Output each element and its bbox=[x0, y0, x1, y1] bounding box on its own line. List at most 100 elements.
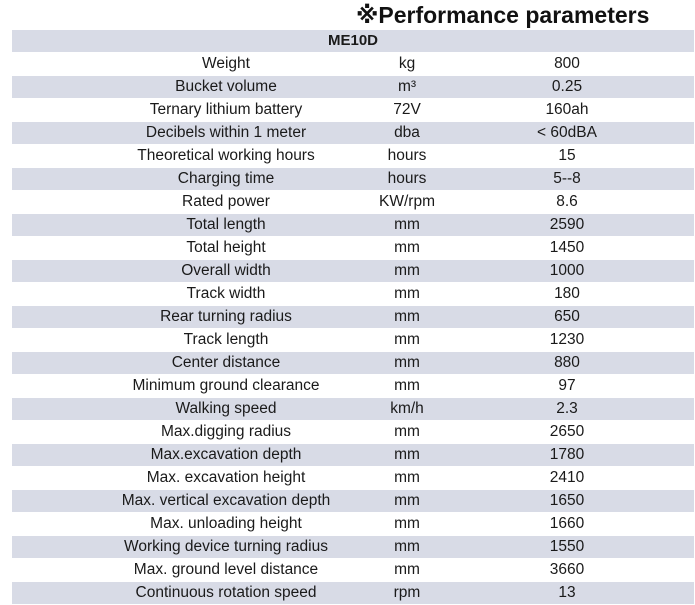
parameter-name: Max.digging radius bbox=[160, 423, 292, 440]
parameter-unit: mm bbox=[394, 423, 420, 440]
parameter-value: 97 bbox=[558, 377, 576, 394]
parameter-unit: m³ bbox=[397, 78, 417, 95]
parameter-value: 15 bbox=[558, 147, 576, 164]
table-row: Total height mm 1450 bbox=[12, 237, 694, 260]
parameter-value: 5--8 bbox=[553, 170, 581, 187]
parameter-value: 13 bbox=[558, 584, 576, 601]
parameter-name: Weight bbox=[202, 55, 250, 72]
parameter-name: Total length bbox=[186, 216, 266, 233]
table-row: Minimum ground clearance mm 97 bbox=[12, 375, 694, 398]
parameter-value: 880 bbox=[554, 354, 580, 371]
parameter-unit: mm bbox=[394, 331, 420, 348]
parameter-unit: mm bbox=[394, 538, 420, 555]
parameter-unit: mm bbox=[394, 308, 420, 325]
table-row: Bucket volume m³ 0.25 bbox=[12, 76, 694, 99]
parameter-name: Max. excavation height bbox=[146, 469, 306, 486]
parameter-value: 1650 bbox=[549, 492, 585, 509]
parameter-name: Ternary lithium battery bbox=[149, 101, 303, 118]
parameter-value: 1660 bbox=[549, 515, 585, 532]
parameter-value: 2650 bbox=[549, 423, 585, 440]
parameter-value: 1780 bbox=[549, 446, 585, 463]
parameter-value: 0.25 bbox=[551, 78, 583, 95]
parameter-unit: hours bbox=[387, 170, 427, 187]
parameter-name: Max. ground level distance bbox=[133, 561, 319, 578]
parameter-value: 1450 bbox=[549, 239, 585, 256]
parameter-value: < 60dBA bbox=[537, 124, 597, 141]
parameter-unit: kg bbox=[398, 55, 416, 72]
table-row: Continuous rotation speed rpm 13 bbox=[12, 582, 694, 605]
table-row: Decibels within 1 meter dba < 60dBA bbox=[12, 122, 694, 145]
parameter-value: 160ah bbox=[545, 101, 589, 118]
table-row: Working device turning radius mm 1550 bbox=[12, 536, 694, 559]
parameter-name: Total height bbox=[186, 239, 266, 256]
parameter-name: Max.excavation depth bbox=[150, 446, 302, 463]
parameter-unit: KW/rpm bbox=[379, 193, 435, 210]
parameter-name: Overall width bbox=[181, 262, 271, 279]
parameter-name: Rated power bbox=[182, 193, 270, 210]
parameter-name: Center distance bbox=[171, 354, 281, 371]
parameter-unit: mm bbox=[394, 492, 420, 509]
table-body: Weight kg 800 Bucket volume m³ 0.25 Ternary li… bbox=[12, 53, 694, 605]
parameter-value: 180 bbox=[554, 285, 580, 302]
parameter-value: 2590 bbox=[549, 216, 585, 233]
parameter-unit: mm bbox=[394, 285, 420, 302]
parameter-value: 800 bbox=[554, 55, 580, 72]
parameter-name: Track length bbox=[183, 331, 269, 348]
parameter-value: 3660 bbox=[549, 561, 585, 578]
parameter-name: Rear turning radius bbox=[160, 308, 292, 325]
table-row: Charging time hours 5--8 bbox=[12, 168, 694, 191]
table-row: Rear turning radius mm 650 bbox=[12, 306, 694, 329]
table-row: Max.digging radius mm 2650 bbox=[12, 421, 694, 444]
table-row: Max. unloading height mm 1660 bbox=[12, 513, 694, 536]
parameter-value: 8.6 bbox=[556, 193, 578, 210]
parameter-unit: mm bbox=[394, 377, 420, 394]
page-title: ※Performance parameters bbox=[356, 2, 650, 28]
table-row: Total length mm 2590 bbox=[12, 214, 694, 237]
table-row: Track width mm 180 bbox=[12, 283, 694, 306]
parameter-unit: 72V bbox=[393, 101, 421, 118]
parameter-unit: mm bbox=[394, 561, 420, 578]
parameter-unit: rpm bbox=[393, 584, 421, 601]
table-row: Max. vertical excavation depth mm 1650 bbox=[12, 490, 694, 513]
parameter-value: 2410 bbox=[549, 469, 585, 486]
table-row: Walking speed km/h 2.3 bbox=[12, 398, 694, 421]
parameter-unit: mm bbox=[394, 469, 420, 486]
parameter-unit: mm bbox=[394, 515, 420, 532]
table-row: Max. excavation height mm 2410 bbox=[12, 467, 694, 490]
parameter-name: Minimum ground clearance bbox=[132, 377, 320, 394]
table-row: Ternary lithium battery 72V 160ah bbox=[12, 99, 694, 122]
table-row: Max.excavation depth mm 1780 bbox=[12, 444, 694, 467]
table-row: Track length mm 1230 bbox=[12, 329, 694, 352]
table-row: Theoretical working hours hours 15 bbox=[12, 145, 694, 168]
table-row: Weight kg 800 bbox=[12, 53, 694, 76]
parameter-unit: km/h bbox=[390, 400, 424, 417]
parameter-name: Max. vertical excavation depth bbox=[121, 492, 331, 509]
parameter-value: 1000 bbox=[549, 262, 585, 279]
parameter-unit: mm bbox=[394, 354, 420, 371]
parameter-unit: mm bbox=[394, 262, 420, 279]
table-row: Overall width mm 1000 bbox=[12, 260, 694, 283]
parameter-name: Max. unloading height bbox=[150, 515, 302, 532]
parameter-value: 1230 bbox=[549, 331, 585, 348]
parameter-unit: mm bbox=[394, 216, 420, 233]
parameter-value: 2.3 bbox=[556, 400, 578, 417]
parameter-name: Continuous rotation speed bbox=[135, 584, 317, 601]
table-row: Center distance mm 880 bbox=[12, 352, 694, 375]
parameter-name: Track width bbox=[186, 285, 266, 302]
table-row: Rated power KW/rpm 8.6 bbox=[12, 191, 694, 214]
parameter-name: Charging time bbox=[177, 170, 275, 187]
parameter-unit: dba bbox=[394, 124, 420, 141]
parameter-name: Working device turning radius bbox=[124, 538, 328, 555]
parameter-name: Decibels within 1 meter bbox=[145, 124, 307, 141]
parameter-value: 650 bbox=[554, 308, 580, 325]
parameter-unit: mm bbox=[394, 239, 420, 256]
performance-table: ME10D Weight kg 800 Bucket volume m³ 0.25 Tern… bbox=[12, 30, 694, 605]
parameter-name: Bucket volume bbox=[175, 78, 277, 95]
parameter-value: 1550 bbox=[549, 538, 585, 555]
parameter-unit: hours bbox=[387, 147, 427, 164]
model-header: ME10D bbox=[12, 30, 694, 53]
parameter-unit: mm bbox=[394, 446, 420, 463]
parameter-name: Theoretical working hours bbox=[137, 147, 315, 164]
table-row: Max. ground level distance mm 3660 bbox=[12, 559, 694, 582]
parameter-name: Walking speed bbox=[175, 400, 277, 417]
